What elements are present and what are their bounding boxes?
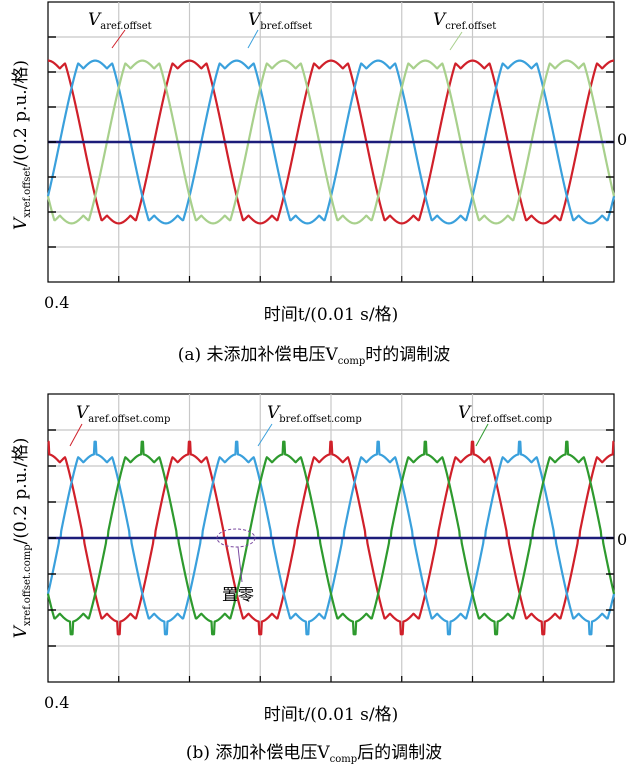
legend-leader-bref	[247, 29, 259, 49]
panel-b: Varef.offset.comp Vbref.offset.comp Vcre…	[11, 393, 627, 765]
legend-label-cref: Vcref.offset	[433, 10, 496, 32]
legend-leader-bref-comp	[257, 423, 273, 447]
zeroing-annotation: 置零	[222, 585, 254, 604]
y-axis-label-b: Vxref.offset.comp/(0.2 p.u./格)	[11, 438, 33, 639]
series-line-cref	[46, 440, 616, 636]
zeroing-marker-ellipse	[216, 528, 256, 548]
x-axis-label-a: 时间t/(0.01 s/格)	[264, 305, 399, 325]
series-group-b	[46, 440, 616, 636]
x-tick-label-a: 0.4	[44, 293, 69, 312]
legend-label-bref-comp: Vbref.offset.comp	[267, 403, 362, 425]
series-line-cref	[46, 59, 616, 225]
panel-a: Varef.offset Vbref.offset Vcref.offset 0…	[11, 1, 627, 367]
zero-label-a: 0	[617, 130, 627, 149]
legend-leader-cref-comp	[475, 423, 489, 447]
legend-label-bref: Vbref.offset	[248, 10, 312, 32]
legend-label-aref-comp: Varef.offset.comp	[76, 403, 170, 425]
series-group-a	[46, 59, 616, 225]
zeroing-marker-leader	[237, 546, 243, 583]
x-axis-label-b: 时间t/(0.01 s/格)	[264, 705, 399, 725]
legend-leader-cref	[449, 31, 463, 51]
legend-label-aref: Varef.offset	[88, 10, 152, 32]
legend-leader-aref	[111, 29, 126, 49]
caption-a: (a) 未添加补偿电压Vcomp时的调制波	[178, 345, 451, 367]
ticks-b	[48, 429, 614, 682]
grid-a	[48, 2, 614, 282]
y-axis-label-a: Vxref.offset/(0.2 p.u./格)	[11, 60, 33, 230]
caption-b: (b) 添加补偿电压Vcomp后的调制波	[186, 743, 442, 765]
zero-label-b: 0	[617, 530, 627, 549]
ticks-a	[48, 36, 614, 282]
legend-leader-aref-comp	[69, 423, 83, 447]
legend-label-cref-comp: Vcref.offset.comp	[458, 403, 552, 425]
x-tick-label-b: 0.4	[44, 693, 69, 712]
